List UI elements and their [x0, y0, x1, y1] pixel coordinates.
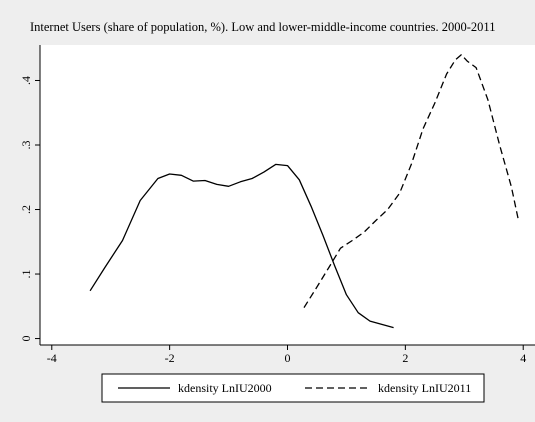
- legend-label-lniu2011: kdensity LnIU2011: [378, 381, 471, 395]
- plot-area: [40, 45, 535, 345]
- y-ticks: 0 .1 .2 .3 .4: [19, 76, 40, 342]
- y-tick-label: .1: [19, 270, 33, 279]
- y-tick-label: .2: [19, 205, 33, 214]
- legend: kdensity LnIU2000 kdensity LnIU2011: [101, 373, 485, 403]
- x-tick-label: 4: [520, 351, 526, 365]
- x-tick-label: 2: [402, 351, 408, 365]
- series-line-lniu2011: [303, 54, 520, 308]
- legend-label-lniu2000: kdensity LnIU2000: [178, 381, 272, 395]
- x-tick-label: -2: [165, 351, 175, 365]
- chart-title: Internet Users (share of population, %).…: [30, 20, 495, 34]
- y-tick-label: .4: [19, 76, 33, 85]
- x-tick-label: -4: [47, 351, 57, 365]
- y-tick-label: .3: [19, 141, 33, 150]
- series-line-lniu2000: [89, 163, 394, 329]
- x-tick-label: 0: [285, 351, 291, 365]
- y-tick-label: 0: [19, 336, 33, 342]
- series-layer: [89, 54, 520, 329]
- x-ticks: -4 -2 0 2 4: [47, 345, 526, 365]
